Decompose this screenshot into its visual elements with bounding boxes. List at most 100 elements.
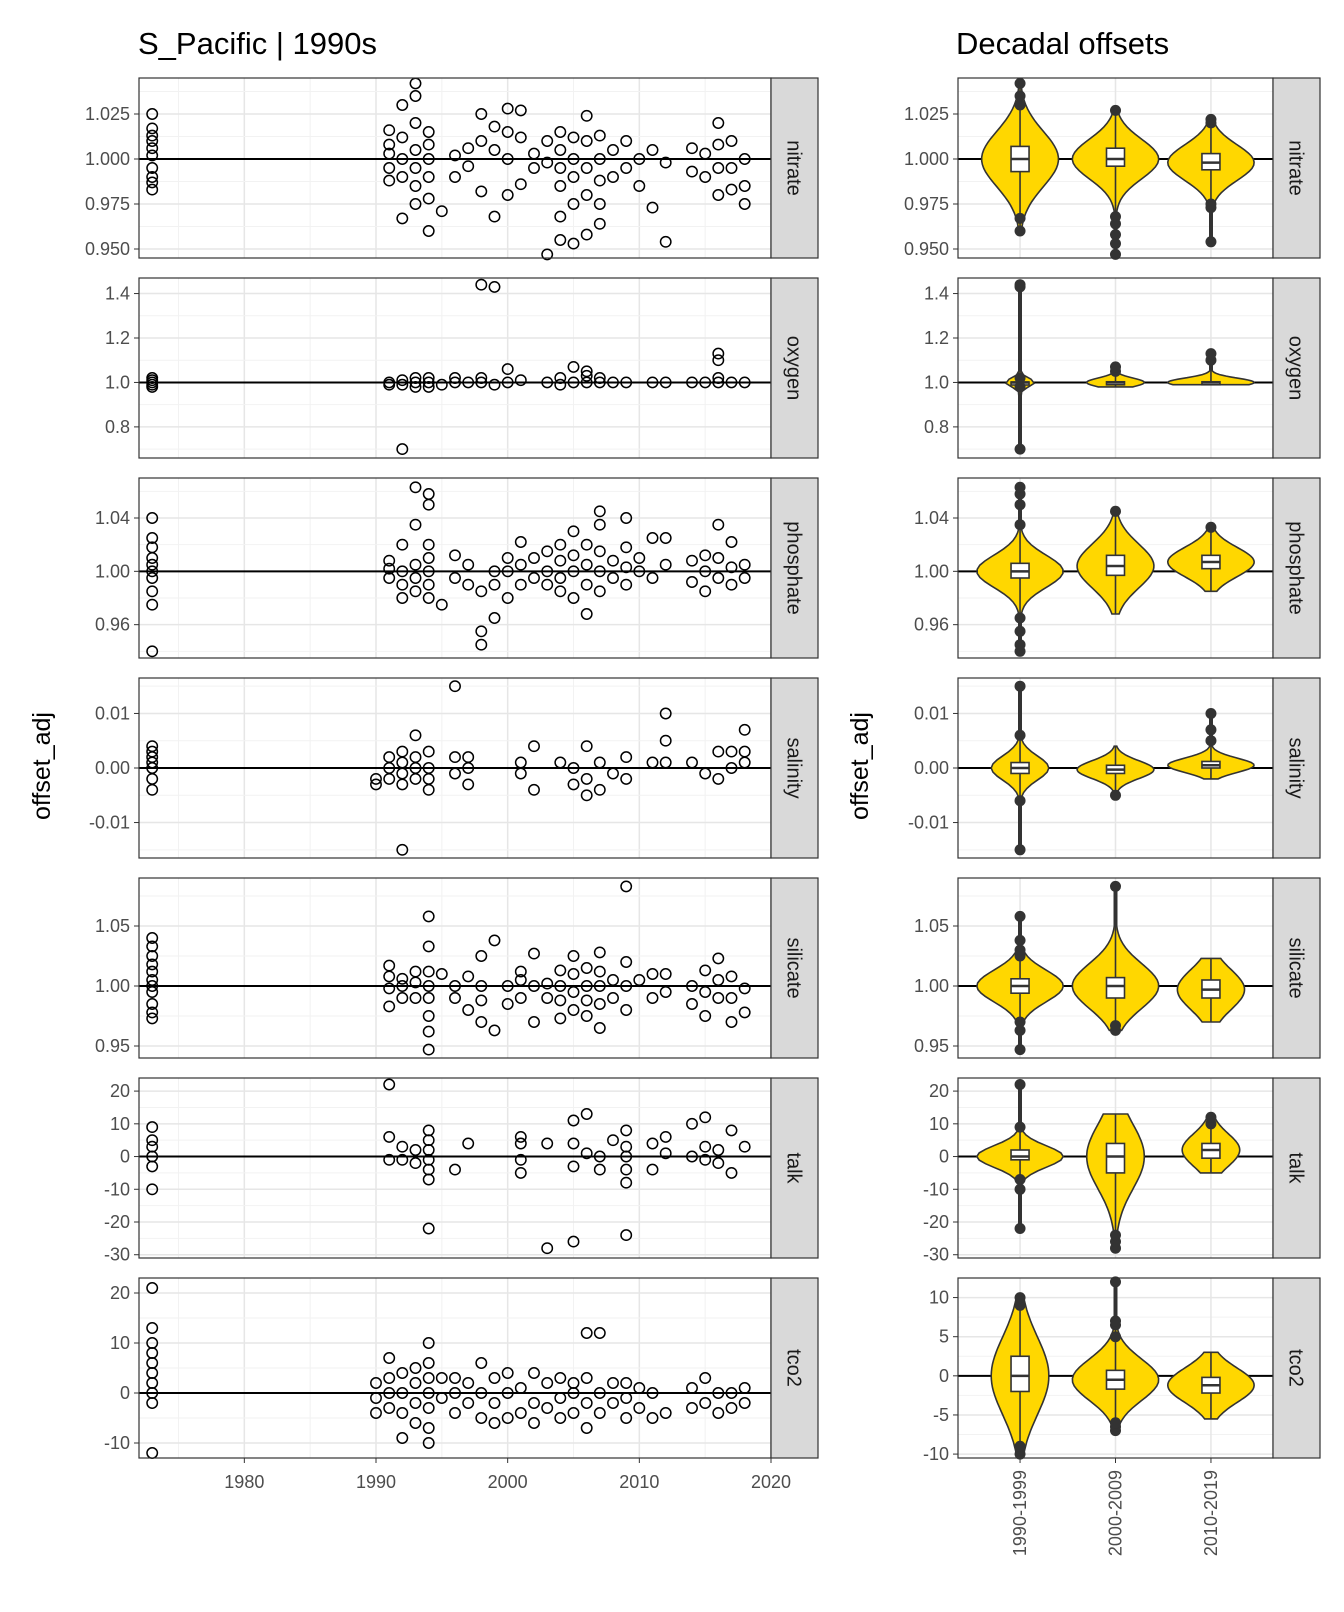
data-point bbox=[409, 572, 422, 584]
data-point bbox=[146, 745, 159, 758]
data-point bbox=[501, 126, 514, 138]
data-point bbox=[659, 1147, 672, 1160]
data-point bbox=[725, 561, 738, 574]
outlier-point bbox=[1014, 844, 1026, 856]
data-point bbox=[396, 992, 409, 1004]
data-point bbox=[514, 974, 527, 986]
data-point bbox=[409, 90, 422, 102]
data-point bbox=[659, 558, 672, 571]
data-point bbox=[607, 572, 619, 584]
data-point bbox=[580, 109, 593, 122]
data-point bbox=[383, 1078, 396, 1091]
data-point bbox=[383, 1130, 396, 1143]
data-point bbox=[541, 578, 554, 591]
data-point bbox=[435, 1372, 448, 1384]
y-tick-label: 10 bbox=[929, 1288, 949, 1308]
data-point bbox=[554, 756, 567, 769]
data-point bbox=[554, 1372, 567, 1384]
outlier-point bbox=[1014, 1024, 1026, 1036]
outlier-point bbox=[1110, 1315, 1121, 1327]
right-y-axis-label: offset_adj bbox=[846, 712, 874, 820]
y-tick-label: -10 bbox=[923, 1179, 949, 1199]
data-point bbox=[146, 572, 159, 584]
data-point bbox=[554, 554, 567, 567]
data-point bbox=[567, 1160, 580, 1173]
data-point bbox=[475, 108, 488, 120]
data-point bbox=[383, 1387, 396, 1399]
data-point bbox=[501, 1412, 514, 1424]
data-point bbox=[620, 162, 633, 174]
data-point bbox=[435, 205, 448, 218]
data-point bbox=[738, 558, 751, 571]
data-point bbox=[383, 124, 396, 137]
data-point bbox=[501, 552, 514, 564]
y-tick-label: 0.8 bbox=[105, 417, 130, 437]
data-point bbox=[580, 994, 593, 1007]
outlier-point bbox=[1110, 1417, 1121, 1429]
data-point bbox=[738, 572, 751, 584]
data-point bbox=[699, 1111, 712, 1124]
outlier-point bbox=[1110, 1020, 1121, 1032]
data-point bbox=[409, 380, 422, 393]
boxplot-box bbox=[1010, 1355, 1030, 1393]
data-point bbox=[554, 572, 567, 584]
data-point bbox=[646, 144, 659, 156]
data-point bbox=[633, 153, 646, 165]
y-tick-label: 1.00 bbox=[95, 976, 130, 996]
data-point bbox=[725, 762, 738, 774]
data-point bbox=[146, 958, 159, 971]
outlier-point bbox=[1014, 1299, 1026, 1311]
data-point bbox=[396, 1407, 409, 1419]
data-point bbox=[146, 932, 159, 944]
y-tick-label: -5 bbox=[933, 1405, 949, 1425]
data-point bbox=[725, 578, 738, 591]
data-point bbox=[541, 565, 554, 578]
data-point bbox=[620, 135, 633, 147]
data-point bbox=[422, 153, 435, 165]
facet-label-talk: talk bbox=[1285, 1152, 1307, 1184]
y-tick-label: 20 bbox=[929, 1081, 949, 1101]
data-point bbox=[462, 578, 475, 591]
outlier-point bbox=[1014, 934, 1026, 946]
data-point bbox=[659, 532, 672, 544]
outlier-point bbox=[1110, 880, 1121, 892]
outlier-point bbox=[1205, 198, 1217, 210]
data-point bbox=[514, 1407, 527, 1419]
data-point bbox=[475, 135, 488, 147]
data-point bbox=[409, 376, 422, 389]
outlier-point bbox=[1014, 1440, 1026, 1452]
outlier-point bbox=[1205, 236, 1217, 248]
data-point bbox=[725, 162, 738, 174]
data-point bbox=[528, 162, 540, 174]
data-point bbox=[409, 198, 422, 210]
data-point bbox=[449, 1407, 461, 1419]
data-point bbox=[567, 565, 580, 578]
data-point bbox=[712, 992, 725, 1004]
y-tick-label: -0.01 bbox=[908, 813, 949, 833]
y-tick-label: 1.00 bbox=[914, 976, 949, 996]
data-point bbox=[409, 518, 422, 531]
outlier-point bbox=[1014, 1183, 1026, 1195]
data-point bbox=[449, 980, 461, 992]
y-tick-label: -30 bbox=[104, 1245, 130, 1265]
outlier-point bbox=[1014, 1044, 1026, 1056]
data-point bbox=[725, 135, 738, 147]
data-point bbox=[567, 131, 580, 144]
data-point bbox=[541, 1402, 554, 1414]
data-point bbox=[620, 1392, 633, 1404]
y-tick-label: 1.05 bbox=[95, 916, 130, 936]
data-point bbox=[554, 210, 567, 223]
data-point bbox=[554, 980, 567, 992]
data-point bbox=[514, 1382, 527, 1394]
data-point bbox=[488, 378, 501, 391]
outlier-point bbox=[1110, 211, 1121, 223]
data-point bbox=[146, 980, 159, 992]
data-point bbox=[593, 1327, 606, 1339]
data-point bbox=[699, 1153, 712, 1166]
y-tick-label: 0.96 bbox=[914, 615, 949, 635]
data-point bbox=[514, 374, 527, 387]
outlier-point bbox=[1014, 1121, 1026, 1133]
y-tick-label: 20 bbox=[110, 1283, 130, 1303]
data-point bbox=[383, 959, 396, 972]
data-point bbox=[712, 745, 725, 758]
